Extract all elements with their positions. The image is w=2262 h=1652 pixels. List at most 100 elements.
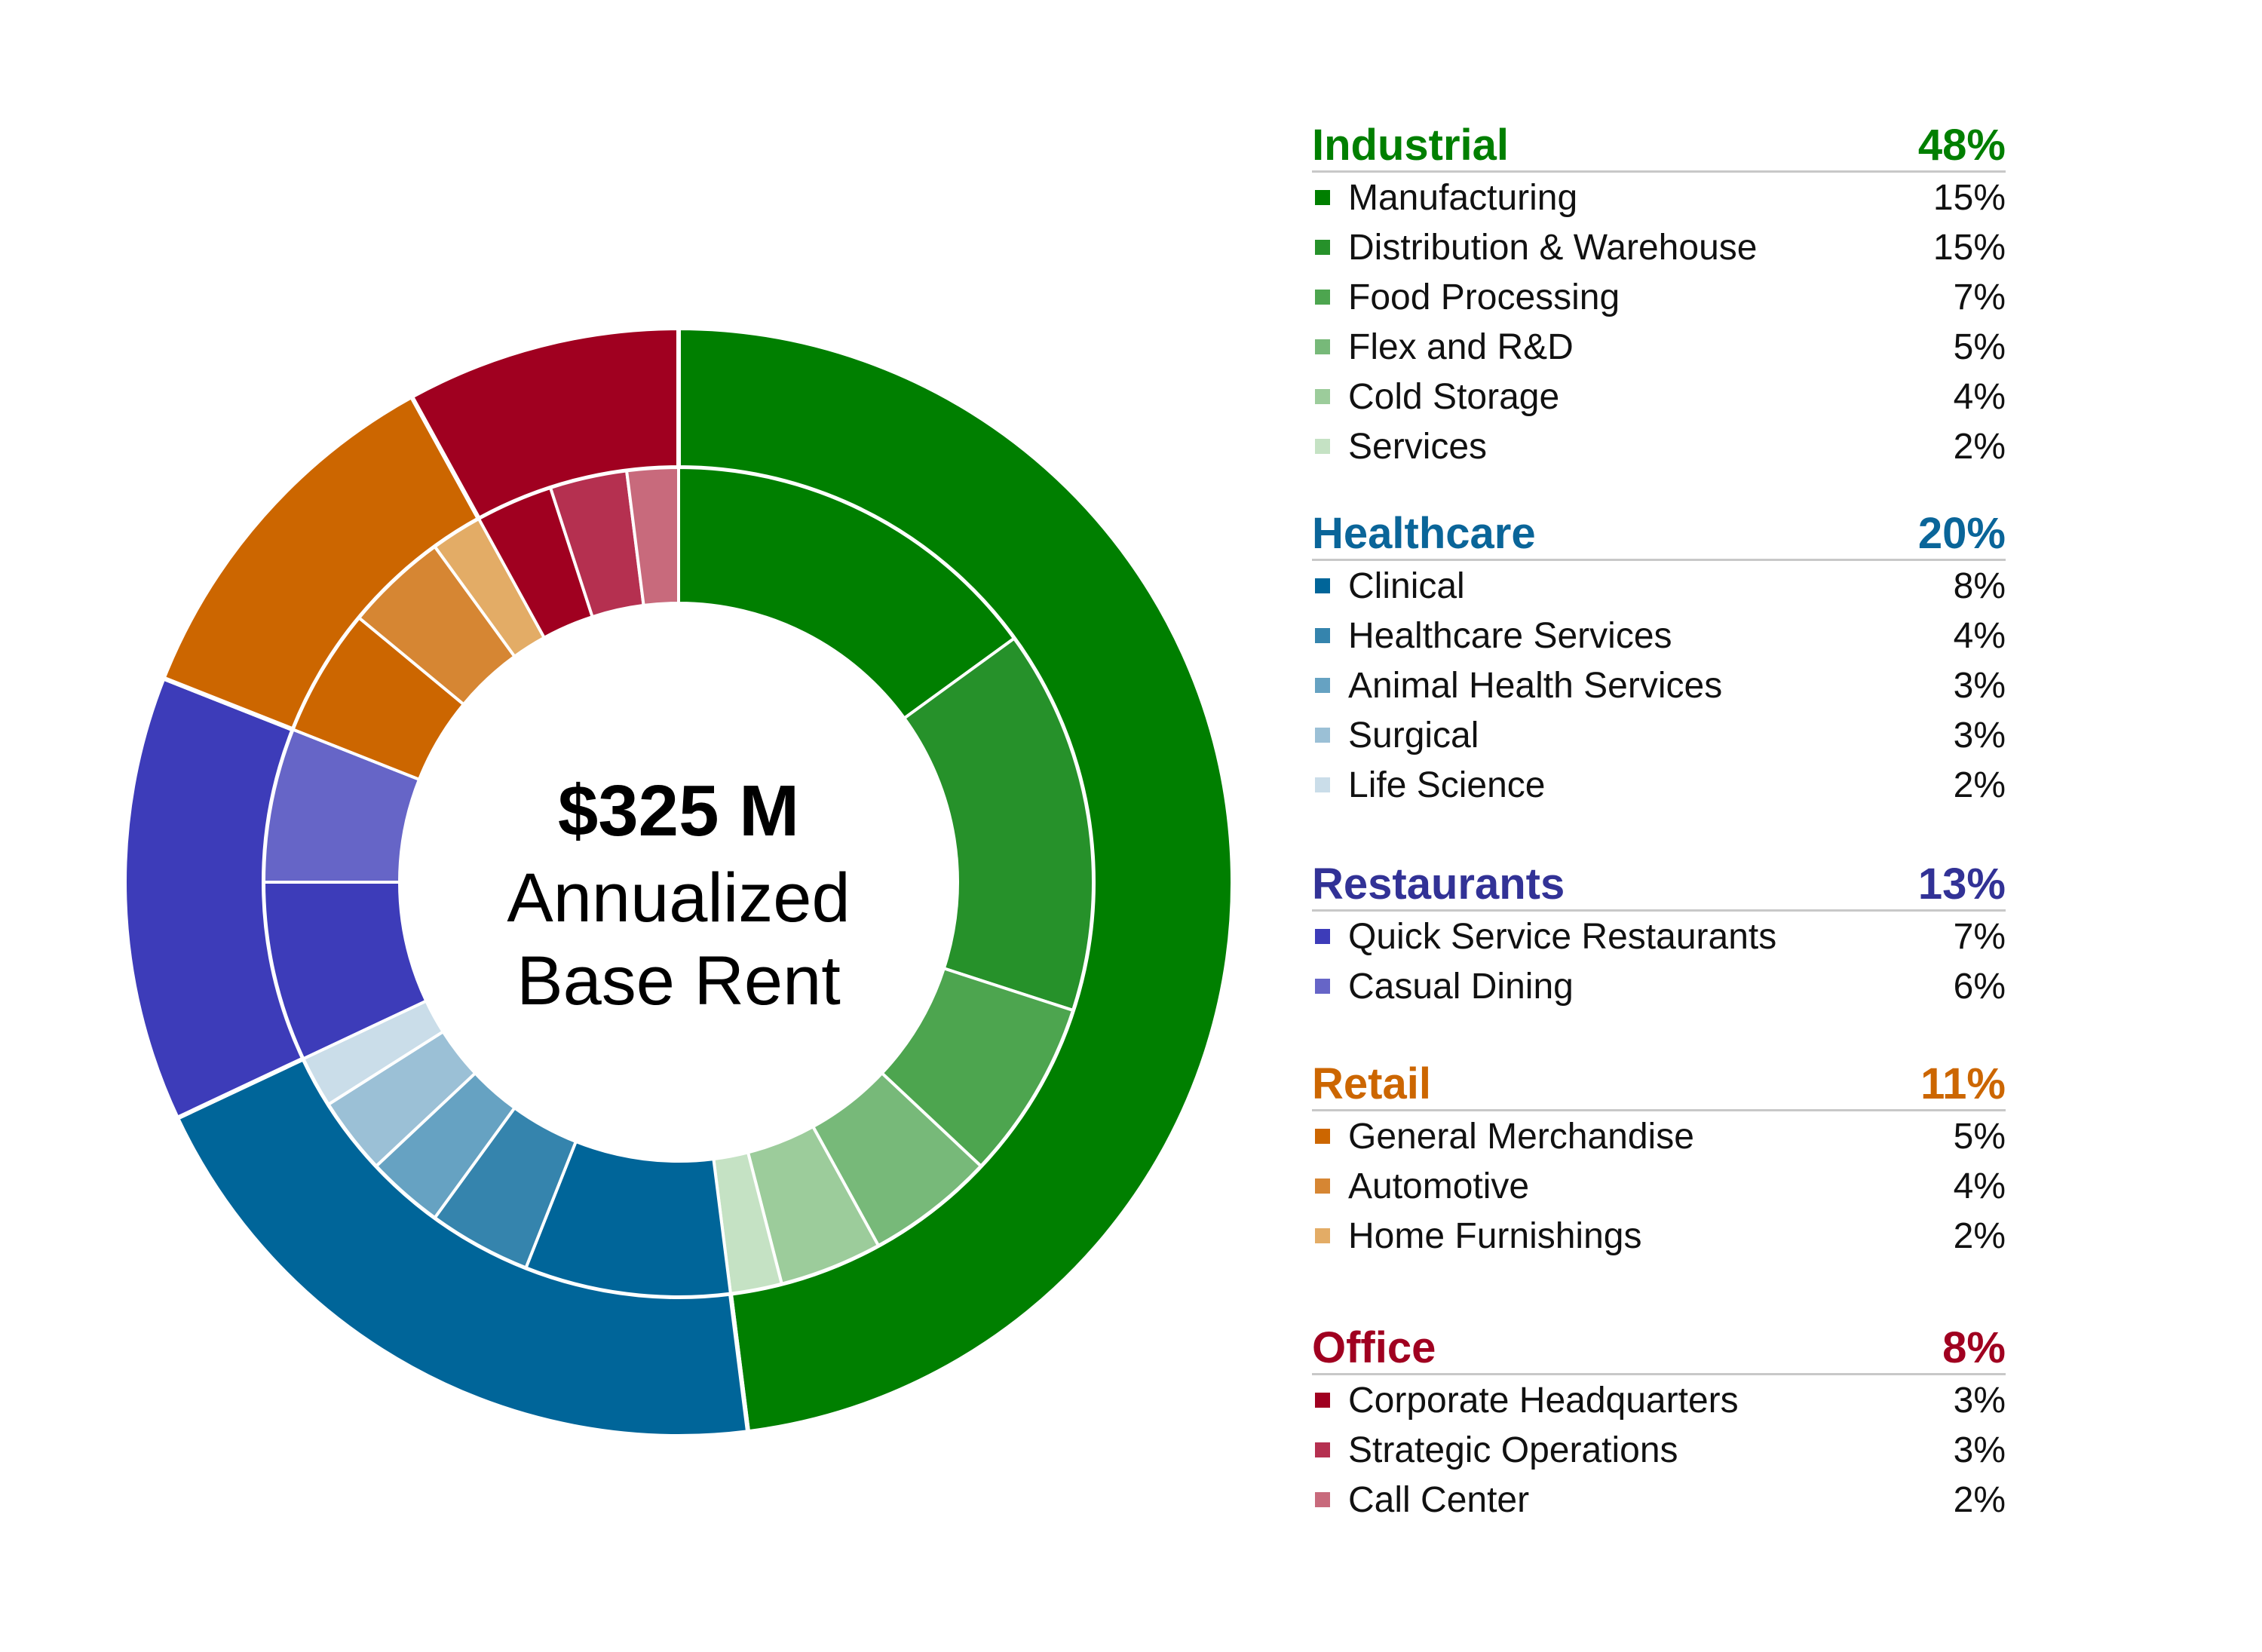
legend-swatch <box>1315 1228 1330 1243</box>
legend-item-label: Healthcare Services <box>1348 615 1672 656</box>
inner-slice-call-center <box>624 465 680 608</box>
legend-item-label: Cold Storage <box>1348 376 1560 417</box>
inner-ring-group <box>262 465 1095 1298</box>
legend-item-label: Flex and R&D <box>1348 326 1574 367</box>
legend-swatch <box>1315 929 1330 944</box>
legend-item-surgical: Surgical 3% <box>1312 710 2006 760</box>
legend-swatch <box>1315 1492 1330 1507</box>
legend-swatch <box>1315 777 1330 792</box>
legend-item-percent: 3% <box>1953 1430 2006 1470</box>
legend-item-percent: 3% <box>1953 715 2006 756</box>
legend-item-label: Call Center <box>1348 1479 1530 1520</box>
legend-item-label: Food Processing <box>1348 277 1620 317</box>
legend-swatch <box>1315 439 1330 454</box>
legend-item-flex-and-randd: Flex and R&D 5% <box>1312 322 2006 372</box>
legend-item-distribution-and-warehouse: Distribution & Warehouse 15% <box>1312 222 2006 272</box>
legend-item-cold-storage: Cold Storage 4% <box>1312 372 2006 421</box>
legend-item-automotive: Automotive 4% <box>1312 1161 2006 1211</box>
legend-item-label: Animal Health Services <box>1348 665 1723 706</box>
legend-group-heading: Industrial 48% <box>1312 121 2006 173</box>
center-amount: $325 M <box>558 771 799 851</box>
legend-item-clinical: Clinical 8% <box>1312 561 2006 611</box>
legend-group-heading: Healthcare 20% <box>1312 509 2006 561</box>
legend-item-label: Surgical <box>1348 715 1479 756</box>
legend-item-animal-health-services: Animal Health Services 3% <box>1312 660 2006 710</box>
legend-item-percent: 4% <box>1953 615 2006 656</box>
legend-item-label: Strategic Operations <box>1348 1430 1678 1470</box>
legend-item-label: General Merchandise <box>1348 1116 1694 1157</box>
legend-group-name: Healthcare <box>1312 509 1536 558</box>
legend-swatch <box>1315 1129 1330 1144</box>
legend-item-label: Home Furnishings <box>1348 1215 1642 1256</box>
legend-swatch <box>1315 628 1330 643</box>
legend-item-percent: 3% <box>1953 665 2006 706</box>
legend-item-label: Quick Service Restaurants <box>1348 916 1777 957</box>
legend-item-percent: 2% <box>1953 1215 2006 1256</box>
legend-group-retail: Retail 11% General Merchandise 5% Automotive… <box>1312 1059 2006 1261</box>
legend-item-label: Distribution & Warehouse <box>1348 227 1758 268</box>
legend-item-label: Life Science <box>1348 765 1546 805</box>
legend-item-label: Casual Dining <box>1348 966 1574 1007</box>
legend-item-call-center: Call Center 2% <box>1312 1475 2006 1525</box>
legend-group-name: Industrial <box>1312 121 1510 170</box>
legend-swatch <box>1315 1393 1330 1408</box>
legend-item-casual-dining: Casual Dining 6% <box>1312 961 2006 1011</box>
legend-item-corporate-headquarters: Corporate Headquarters 3% <box>1312 1375 2006 1425</box>
legend-swatch <box>1315 190 1330 205</box>
legend-group-heading: Office 8% <box>1312 1323 2006 1375</box>
legend-swatch <box>1315 979 1330 994</box>
legend-item-percent: 6% <box>1953 966 2006 1007</box>
legend-group-restaurants: Restaurants 13% Quick Service Restaurants 7… <box>1312 860 2006 1011</box>
legend-group-percent: 13% <box>1917 860 2006 909</box>
legend-item-percent: 3% <box>1953 1380 2006 1421</box>
legend-item-label: Clinical <box>1348 565 1465 606</box>
legend-item-food-processing: Food Processing 7% <box>1312 272 2006 322</box>
center-caption-line2: Base Rent <box>516 942 841 1019</box>
legend-item-percent: 7% <box>1953 277 2006 317</box>
legend-group-heading: Restaurants 13% <box>1312 860 2006 912</box>
legend-item-quick-service-restaurants: Quick Service Restaurants 7% <box>1312 912 2006 961</box>
legend-item-label: Services <box>1348 426 1488 467</box>
legend-group-heading: Retail 11% <box>1312 1059 2006 1111</box>
legend-group-office: Office 8% Corporate Headquarters 3% Strategi… <box>1312 1323 2006 1525</box>
legend-item-percent: 2% <box>1953 426 2006 467</box>
legend-swatch <box>1315 728 1330 743</box>
inner-slice-manufacturing <box>677 465 1016 721</box>
legend-item-percent: 7% <box>1953 916 2006 957</box>
legend-swatch <box>1315 339 1330 354</box>
legend-group-name: Retail <box>1312 1059 1431 1108</box>
legend-group-percent: 20% <box>1917 509 2006 558</box>
legend-item-percent: 2% <box>1953 1479 2006 1520</box>
legend-item-percent: 8% <box>1953 565 2006 606</box>
legend-group-percent: 48% <box>1917 121 2006 170</box>
legend-item-percent: 4% <box>1953 376 2006 417</box>
legend-item-services: Services 2% <box>1312 421 2006 471</box>
legend-swatch <box>1315 678 1330 693</box>
outer-ring-group <box>122 325 1235 1439</box>
legend-item-label: Automotive <box>1348 1166 1530 1206</box>
legend-group-healthcare: Healthcare 20% Clinical 8% Healthcare Servic… <box>1312 509 2006 810</box>
legend-swatch <box>1315 1442 1330 1457</box>
legend-group-percent: 8% <box>1942 1323 2006 1372</box>
legend-item-home-furnishings: Home Furnishings 2% <box>1312 1211 2006 1261</box>
legend-item-life-science: Life Science 2% <box>1312 760 2006 810</box>
inner-slice-distribution-and-warehouse <box>902 636 1095 1013</box>
center-caption-line1: Annualized <box>507 860 850 936</box>
legend-group-industrial: Industrial 48% Manufacturing 15% Distributio… <box>1312 121 2006 471</box>
legend-swatch <box>1315 578 1330 593</box>
legend-item-percent: 2% <box>1953 765 2006 805</box>
legend-item-strategic-operations: Strategic Operations 3% <box>1312 1425 2006 1475</box>
legend-group-name: Restaurants <box>1312 860 1565 909</box>
legend-item-percent: 5% <box>1953 1116 2006 1157</box>
legend-group-name: Office <box>1312 1323 1436 1372</box>
legend-item-percent: 4% <box>1953 1166 2006 1206</box>
legend-item-label: Manufacturing <box>1348 177 1578 218</box>
legend-item-percent: 15% <box>1933 227 2006 268</box>
legend-item-manufacturing: Manufacturing 15% <box>1312 173 2006 222</box>
legend-item-percent: 5% <box>1953 326 2006 367</box>
legend-swatch <box>1315 240 1330 255</box>
legend-item-label: Corporate Headquarters <box>1348 1380 1739 1421</box>
legend-item-general-merchandise: General Merchandise 5% <box>1312 1111 2006 1161</box>
legend-item-healthcare-services: Healthcare Services 4% <box>1312 611 2006 660</box>
